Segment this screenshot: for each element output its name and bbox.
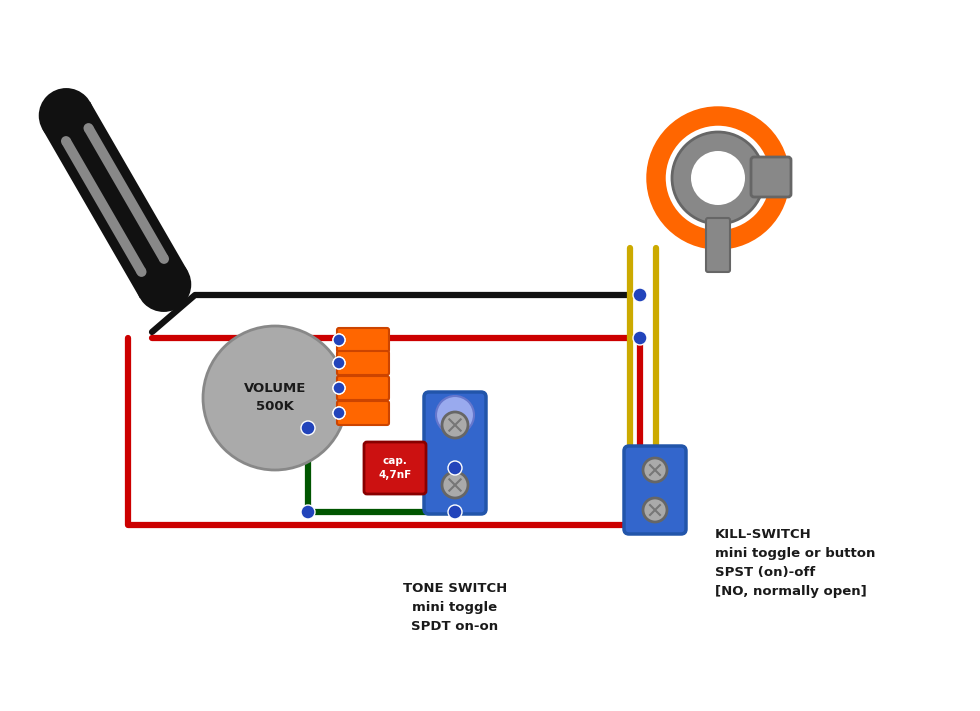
Text: TONE SWITCH
mini toggle
SPDT on-on: TONE SWITCH mini toggle SPDT on-on bbox=[403, 582, 507, 633]
Circle shape bbox=[643, 498, 667, 522]
Circle shape bbox=[136, 267, 146, 277]
Text: cap.
4,7nF: cap. 4,7nF bbox=[378, 456, 412, 480]
FancyBboxPatch shape bbox=[751, 157, 791, 197]
Circle shape bbox=[448, 461, 462, 475]
FancyBboxPatch shape bbox=[364, 442, 426, 494]
Text: VOLUME
500K: VOLUME 500K bbox=[244, 383, 306, 414]
Circle shape bbox=[333, 357, 345, 369]
Circle shape bbox=[333, 357, 345, 369]
Circle shape bbox=[136, 257, 191, 312]
FancyBboxPatch shape bbox=[706, 218, 730, 272]
Circle shape bbox=[301, 421, 315, 435]
FancyBboxPatch shape bbox=[337, 401, 389, 425]
Circle shape bbox=[333, 407, 345, 419]
Circle shape bbox=[691, 151, 745, 205]
Circle shape bbox=[333, 334, 345, 346]
Text: KILL-SWITCH
mini toggle or button
SPST (on)-off
[NO, normally open]: KILL-SWITCH mini toggle or button SPST (… bbox=[715, 528, 875, 598]
FancyBboxPatch shape bbox=[337, 328, 389, 352]
Circle shape bbox=[333, 382, 345, 394]
Circle shape bbox=[61, 136, 71, 146]
FancyBboxPatch shape bbox=[624, 446, 686, 534]
Circle shape bbox=[301, 505, 315, 519]
Circle shape bbox=[333, 407, 345, 419]
Circle shape bbox=[633, 331, 647, 345]
Polygon shape bbox=[62, 139, 146, 274]
FancyBboxPatch shape bbox=[337, 376, 389, 400]
Circle shape bbox=[442, 412, 468, 438]
Circle shape bbox=[643, 458, 667, 482]
Circle shape bbox=[442, 472, 468, 498]
Circle shape bbox=[159, 254, 169, 264]
Circle shape bbox=[333, 382, 345, 394]
Circle shape bbox=[83, 123, 93, 133]
FancyBboxPatch shape bbox=[337, 351, 389, 375]
Circle shape bbox=[333, 334, 345, 346]
Polygon shape bbox=[84, 126, 169, 262]
Circle shape bbox=[633, 288, 647, 302]
Circle shape bbox=[203, 326, 347, 470]
Polygon shape bbox=[42, 102, 187, 298]
Circle shape bbox=[436, 396, 474, 434]
FancyBboxPatch shape bbox=[424, 392, 486, 514]
Circle shape bbox=[39, 88, 94, 143]
Circle shape bbox=[672, 132, 764, 224]
Circle shape bbox=[448, 505, 462, 519]
